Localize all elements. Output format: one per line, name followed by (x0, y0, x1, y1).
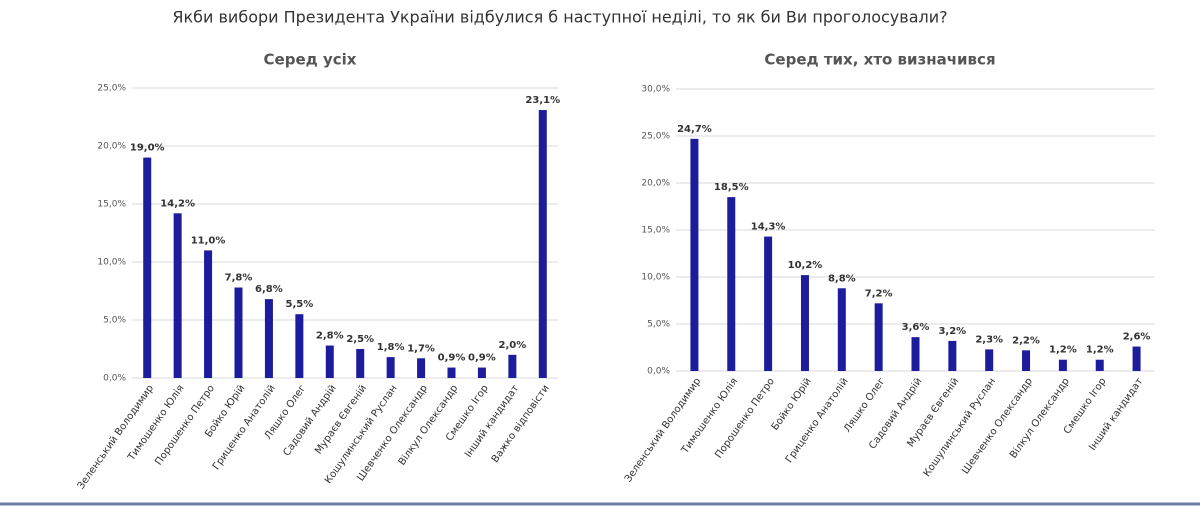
bar (1095, 359, 1104, 371)
value-label: 2,3% (975, 334, 1003, 345)
value-label: 1,8% (377, 342, 405, 353)
bar (948, 340, 957, 371)
y-tick-label: 0,0% (647, 367, 670, 377)
value-label: 3,2% (938, 326, 966, 337)
x-tick-label: Інший кандидат (463, 383, 521, 460)
bar (837, 288, 846, 371)
y-tick-label: 25,0% (641, 132, 670, 142)
value-label: 2,0% (498, 340, 526, 351)
chart-title: Серед усіх (264, 51, 357, 69)
y-tick-label: 10,0% (641, 273, 670, 283)
value-label: 2,8% (316, 331, 344, 342)
bar (477, 367, 486, 378)
x-tick-label: Кошулинський Руслан (922, 376, 999, 479)
x-tick-label: Порошенко Петро (153, 383, 217, 467)
y-tick-label: 25,0% (97, 84, 126, 94)
x-tick-label: Важко відповісти (489, 383, 552, 465)
x-tick-label: Шевченко Олександр (960, 376, 1035, 476)
bar (386, 357, 395, 378)
y-tick-label: 20,0% (97, 142, 126, 152)
value-label: 10,2% (788, 260, 823, 271)
bar (173, 213, 182, 378)
bar (143, 157, 152, 378)
value-label: 1,7% (407, 343, 435, 354)
value-label: 0,9% (438, 353, 466, 364)
y-tick-label: 20,0% (641, 179, 670, 189)
value-label: 6,8% (255, 284, 283, 295)
value-label: 2,6% (1123, 332, 1151, 343)
value-label: 1,2% (1086, 345, 1114, 356)
value-label: 14,3% (751, 222, 786, 233)
y-tick-label: 0,0% (103, 374, 126, 384)
x-tick-label: Зеленський Володимир (623, 376, 703, 484)
bar (911, 337, 920, 371)
bar (356, 349, 365, 378)
bar (1022, 350, 1031, 371)
bar (690, 138, 699, 371)
bar (264, 299, 273, 378)
x-tick-label: Тимошенко Юлія (125, 383, 187, 464)
x-tick-label: Вілкул Олександр (396, 383, 461, 468)
value-label: 7,2% (865, 288, 893, 299)
value-label: 18,5% (714, 182, 749, 193)
bar (508, 354, 517, 378)
value-label: 8,8% (828, 273, 856, 284)
bar (204, 250, 213, 378)
bar (1058, 359, 1067, 371)
bar (800, 275, 809, 371)
bar (1132, 346, 1141, 371)
y-tick-label: 10,0% (97, 258, 126, 268)
value-label: 23,1% (525, 95, 560, 106)
bar (447, 367, 456, 378)
value-label: 2,2% (1012, 335, 1040, 346)
value-label: 7,8% (225, 273, 253, 284)
x-tick-label: Садовий Андрій (281, 383, 339, 459)
value-label: 19,0% (130, 143, 165, 154)
y-tick-label: 15,0% (97, 200, 126, 210)
bar (874, 303, 883, 371)
value-label: 1,2% (1049, 345, 1077, 356)
y-tick-label: 5,0% (647, 320, 670, 330)
value-label: 5,5% (285, 299, 313, 310)
bar (417, 358, 426, 378)
bar (538, 110, 547, 378)
bar (234, 287, 243, 378)
y-tick-label: 30,0% (641, 85, 670, 95)
value-label: 11,0% (191, 235, 226, 246)
bar (325, 345, 334, 378)
bar (727, 197, 736, 371)
bar (985, 349, 994, 371)
bar (295, 314, 304, 378)
value-label: 24,7% (677, 124, 712, 135)
y-tick-label: 15,0% (641, 226, 670, 236)
value-label: 0,9% (468, 353, 496, 364)
value-label: 2,5% (346, 334, 374, 345)
y-tick-label: 5,0% (103, 316, 126, 326)
chart-title: Серед тих, хто визначився (764, 51, 995, 69)
page-title: Якби вибори Президента України відбулися… (172, 8, 947, 27)
value-label: 3,6% (902, 322, 930, 333)
bar (764, 236, 773, 371)
x-tick-label: Гриценко Анатолій (783, 376, 851, 466)
x-tick-label: Мураєв Євгеній (312, 383, 369, 457)
value-label: 14,2% (160, 198, 195, 209)
